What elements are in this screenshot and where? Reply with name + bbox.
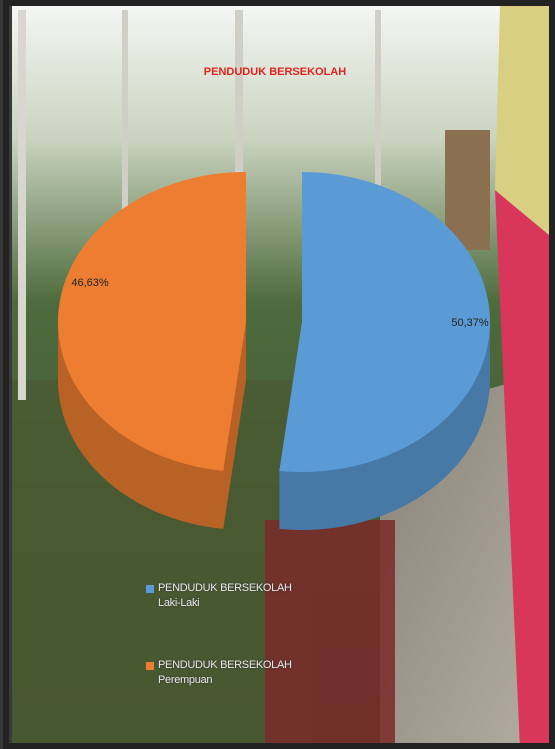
chart-title: PENDUDUK BERSEKOLAH <box>204 66 346 78</box>
data-label: 50,37% <box>451 317 489 329</box>
pie: 50,37% 46,63% <box>57 172 491 530</box>
legend-label: PENDUDUK BERSEKOLAH Perempuan <box>158 659 292 686</box>
pie-slice <box>58 172 246 471</box>
pie-slice <box>279 172 491 472</box>
data-label: 46,63% <box>71 277 109 289</box>
legend-label: PENDUDUK BERSEKOLAH Laki-Laki <box>158 582 292 609</box>
frame <box>3 0 555 749</box>
legend-swatch <box>146 585 154 593</box>
legend-swatch <box>146 662 154 670</box>
